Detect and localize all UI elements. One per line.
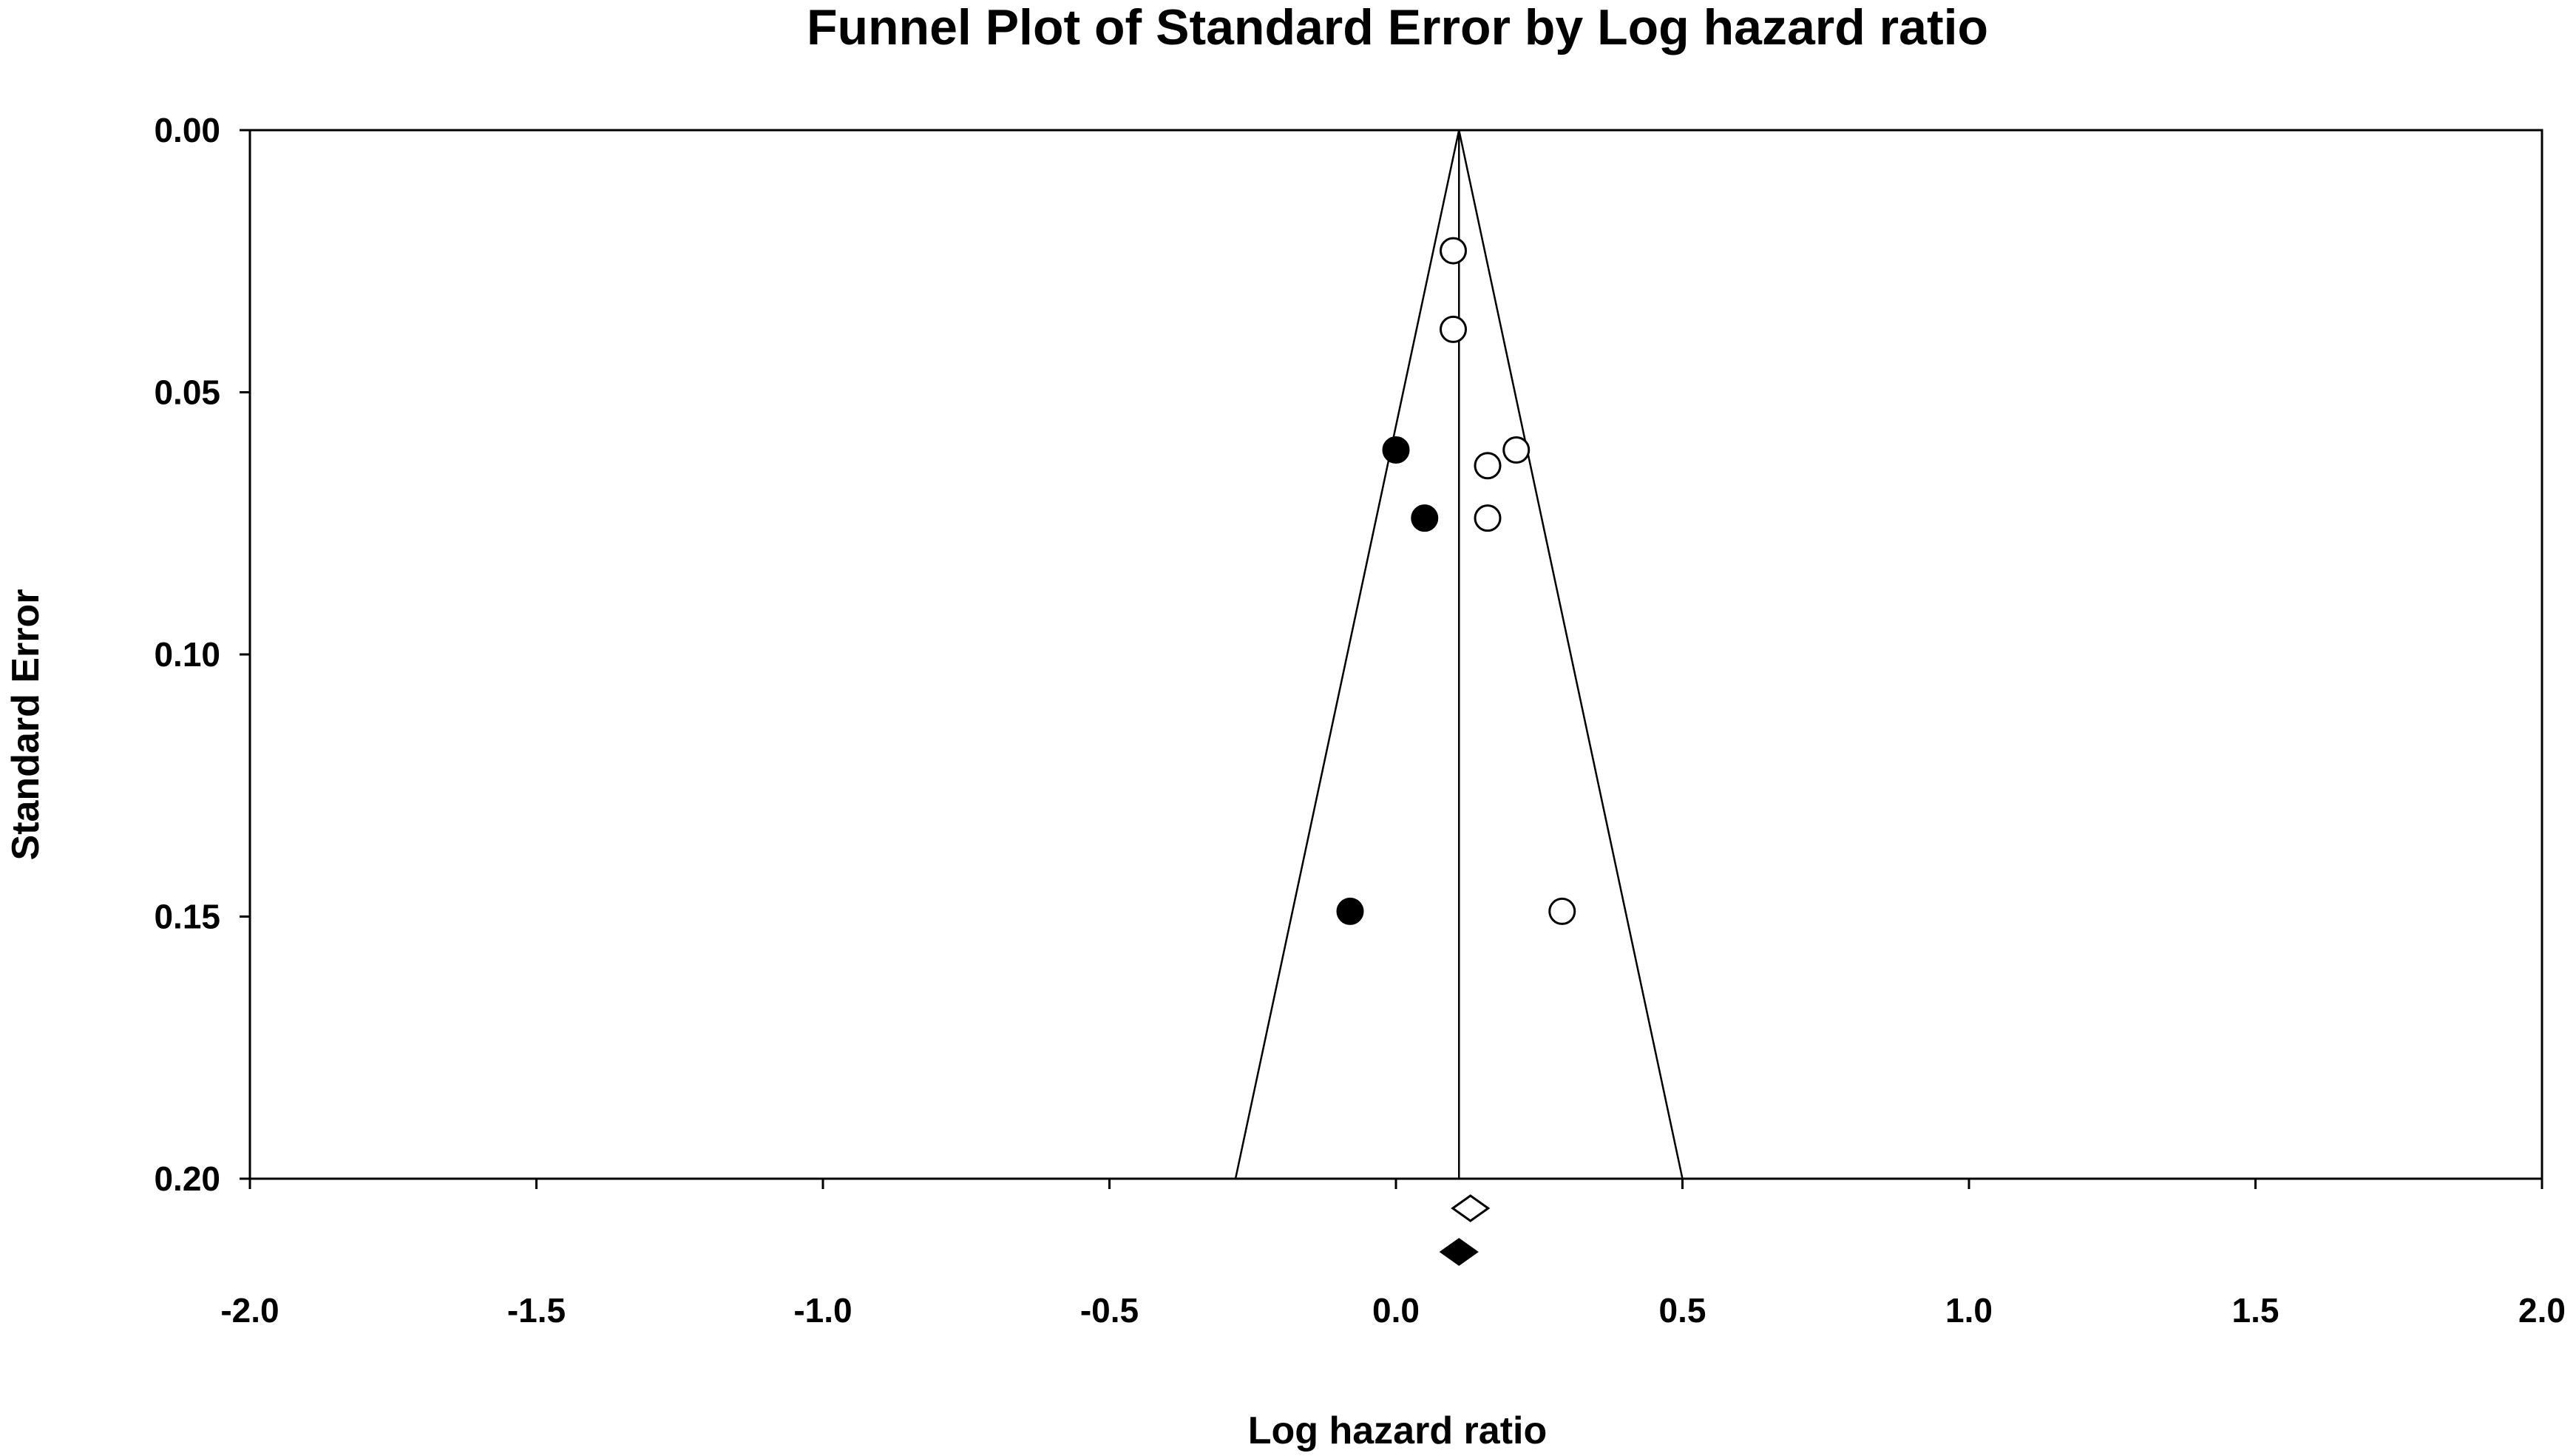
open-study-point xyxy=(1474,504,1502,532)
x-tick-label: -0.5 xyxy=(1080,1291,1139,1330)
open-study-point xyxy=(1440,237,1467,265)
x-tick-label: 1.5 xyxy=(2232,1291,2280,1330)
funnel-right-line xyxy=(1458,129,1684,1179)
open-study-point xyxy=(1474,452,1502,480)
filled-summary-diamond xyxy=(1439,1238,1479,1266)
x-tick-label: 1.0 xyxy=(1945,1291,1993,1330)
open-study-point xyxy=(1502,436,1531,464)
x-tick-label: -1.0 xyxy=(793,1291,852,1330)
open-study-point xyxy=(1440,315,1467,343)
y-tick-label: 0.00 xyxy=(154,111,220,149)
x-tick-label: 0.5 xyxy=(1659,1291,1706,1330)
y-tick-label: 0.05 xyxy=(154,373,220,412)
open-summary-diamond xyxy=(1451,1194,1491,1222)
x-tick-label: 0.0 xyxy=(1372,1291,1420,1330)
x-tick-label: 2.0 xyxy=(2518,1291,2566,1330)
y-tick-label: 0.10 xyxy=(154,635,220,674)
filled-study-point xyxy=(1411,504,1439,532)
funnel-left-line xyxy=(1234,129,1460,1179)
y-axis-title: Standard Error xyxy=(4,589,47,861)
y-tick-label: 0.20 xyxy=(154,1159,220,1198)
filled-study-point xyxy=(1336,897,1364,925)
chart-title: Funnel Plot of Standard Error by Log haz… xyxy=(807,0,1988,55)
open-study-point xyxy=(1548,897,1576,925)
plot-area-frame xyxy=(248,129,2543,1180)
filled-study-point xyxy=(1382,436,1410,464)
x-tick-label: -2.0 xyxy=(220,1291,279,1330)
y-tick-label: 0.15 xyxy=(154,898,220,936)
x-tick-label: -1.5 xyxy=(507,1291,566,1330)
x-axis-title: Log hazard ratio xyxy=(1248,1409,1547,1452)
